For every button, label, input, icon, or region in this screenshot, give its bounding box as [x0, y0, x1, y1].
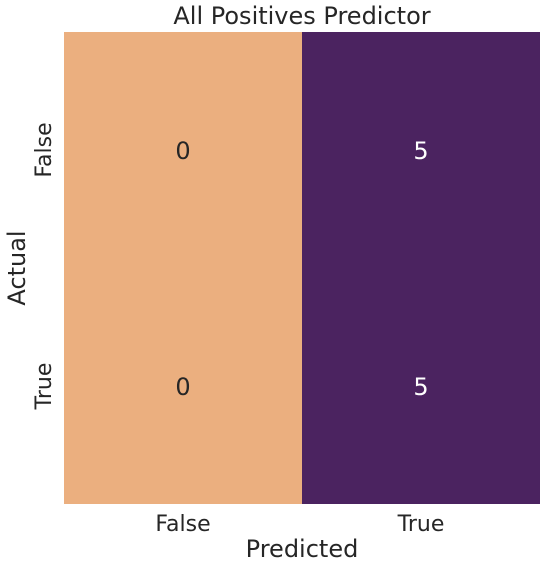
- chart-title: All Positives Predictor: [173, 2, 430, 30]
- y-tick-label: False: [32, 122, 57, 177]
- x-tick-label: True: [397, 512, 445, 537]
- cell-annotation: 0: [175, 137, 190, 165]
- x-tick-labels: False True: [155, 512, 444, 537]
- cell-annotation: 0: [175, 373, 190, 401]
- cell-annotation: 5: [413, 373, 428, 401]
- y-axis-label: Actual: [3, 230, 31, 305]
- heatmap-cell-true-true: [302, 268, 540, 504]
- x-tick-label: False: [155, 512, 210, 537]
- y-tick-labels: False True: [32, 122, 57, 410]
- heatmap-cells: [64, 32, 540, 504]
- cell-annotation: 5: [413, 137, 428, 165]
- heatmap-cell-false-true: [302, 32, 540, 268]
- heatmap-cell-true-false: [64, 268, 302, 504]
- x-axis-label: Predicted: [246, 535, 359, 563]
- y-tick-label: True: [32, 363, 57, 411]
- cell-annotations: 0 5 0 5: [175, 137, 428, 401]
- heatmap-cell-false-false: [64, 32, 302, 268]
